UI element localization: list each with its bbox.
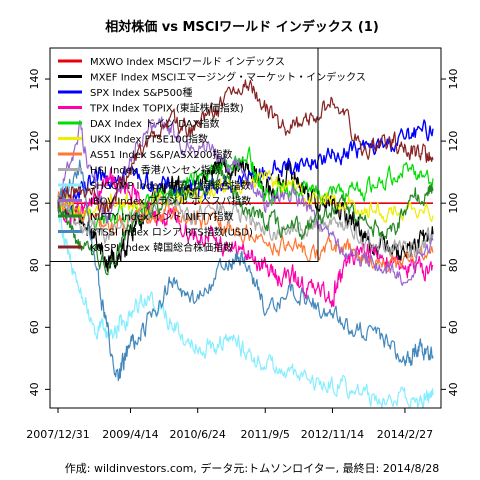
x-axis: 2007/12/31 2009/4/14 2010/6/24 2011/9/5 2012… [26,408,433,441]
chart-title: 相対株価 vs MSCIワールド インデックス (1) [105,19,379,35]
legend-box [49,47,319,262]
legend-label: MXEF Index MSCIエマージング・マーケット・インデックス [90,71,366,84]
y-tick-label-left: 40 [28,382,41,396]
y-axis-right: 40 60 80 100 120 140 [441,69,460,396]
series-layer [57,79,434,408]
legend: MXWO Index MSCIワールド インデックス MXEF Index MSC… [49,47,366,262]
x-tick-label: 2011/9/5 [241,428,290,441]
series-line [57,146,434,230]
chart-footer: 作成: wildinvestors.com, データ元:トムソンロイター, 最終… [65,461,439,475]
y-tick-label-right: 100 [447,193,460,214]
legend-label: SPX Index S&P500種 [90,86,192,99]
legend-label: RTSSI Index ロシア RTS指数(USD) [90,226,253,239]
x-tick-label: 2012/11/14 [301,428,364,441]
legend-label: TPX Index TOPIX (東証株価指数) [89,102,244,115]
y-tick-label-left: 140 [28,69,41,90]
legend-label: AS51 Index S&P/ASX200指数 [90,148,232,161]
x-tick-label: 2010/6/24 [169,428,225,441]
series-line [57,79,434,215]
legend-label: SHCOMP Index 中国 上海総合指数 [90,179,250,192]
x-tick-label: 2014/2/27 [377,428,433,441]
legend-label: NIFTY Index インド NIFTY指数 [90,210,234,223]
y-tick-label-left: 120 [28,131,41,152]
legend-label: HSI Index 香港ハンセン指数 [90,164,221,177]
series-line [57,208,434,408]
y-tick-label-left: 80 [28,258,41,272]
y-tick-label-left: 100 [28,193,41,214]
series-line [57,191,434,273]
y-tick-label-right: 40 [447,382,460,396]
y-tick-label-right: 80 [447,258,460,272]
series-line [57,119,434,211]
series-line [57,166,434,276]
legend-label: MXWO Index MSCIワールド インデックス [90,55,285,68]
x-tick-label: 2009/4/14 [102,428,158,441]
series-line [57,194,434,259]
legend-label: IBOV Index ブラジル ボベスパ指数 [90,195,251,208]
y-tick-label-right: 120 [447,131,460,152]
x-tick-label: 2007/12/31 [26,428,89,441]
y-tick-label-left: 60 [28,320,41,334]
series-line [57,159,434,382]
y-tick-label-right: 60 [447,320,460,334]
y-tick-label-right: 140 [447,69,460,90]
y-axis-left: 40 60 80 100 120 140 [28,69,50,396]
legend-label: KOSPI Index 韓国総合株価指数 [90,241,233,254]
series-line [57,155,434,272]
legend-label: DAX Index ドイツ DAX指数 [90,117,220,130]
legend-label: UKX Index FTSE100指数 [90,133,208,146]
